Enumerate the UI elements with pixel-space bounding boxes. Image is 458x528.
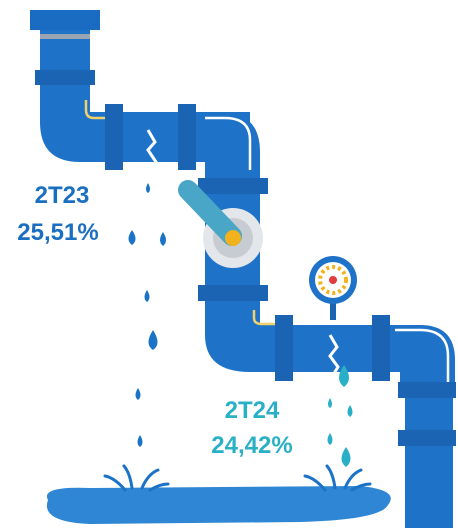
- gauge-needle: [329, 276, 337, 284]
- pipe-flange: [178, 104, 196, 170]
- pipe: [205, 315, 455, 390]
- puddle: [46, 486, 391, 524]
- crack: [146, 129, 158, 171]
- pipe: [405, 385, 453, 528]
- pipe: [40, 30, 90, 105]
- pipe-flange: [398, 430, 456, 446]
- pipe-flange: [275, 315, 293, 381]
- crack: [328, 334, 340, 376]
- pipe-highlight: [252, 310, 285, 326]
- pipe-cap: [30, 10, 100, 30]
- water-drops: [128, 183, 166, 447]
- pipe-highlight: [395, 328, 450, 385]
- pipe-flange: [198, 285, 268, 301]
- pipe-flange: [105, 104, 123, 170]
- pipe-highlight: [205, 116, 252, 170]
- water-drops: [327, 365, 353, 467]
- splash: [103, 464, 372, 492]
- period-label: 2T23: [35, 182, 90, 209]
- pipe-highlight: [84, 100, 120, 120]
- value-label: 24,42%: [211, 432, 292, 459]
- valve-nut: [225, 230, 241, 246]
- pipe-flange: [398, 382, 456, 398]
- pipe-ring: [40, 34, 90, 39]
- gauge-scale: [318, 265, 348, 295]
- valve-handle: [178, 180, 242, 246]
- value-label: 25,51%: [17, 219, 98, 246]
- period-label: 2T24: [225, 397, 280, 424]
- pipe-flange: [372, 315, 390, 381]
- pipe-flange: [35, 70, 95, 85]
- pipe-flange: [198, 178, 268, 194]
- gauge-stem: [330, 300, 336, 320]
